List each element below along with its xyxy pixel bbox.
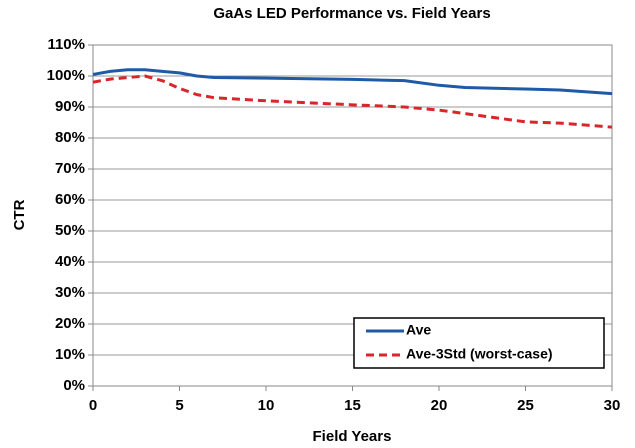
y-tick-label: 10% — [55, 346, 85, 363]
y-tick-label: 30% — [55, 284, 85, 301]
y-tick-label: 0% — [63, 377, 85, 394]
y-tick-label: 90% — [55, 98, 85, 115]
y-tick-label: 40% — [55, 253, 85, 270]
y-tick-label: 60% — [55, 191, 85, 208]
x-tick-label: 0 — [89, 397, 97, 414]
y-tick-label: 20% — [55, 315, 85, 332]
chart-title: GaAs LED Performance vs. Field Years — [213, 5, 490, 22]
y-tick-label: 70% — [55, 160, 85, 177]
legend-label: Ave — [406, 322, 431, 338]
y-tick-label: 110% — [47, 36, 85, 53]
y-axis-title: CTR — [11, 199, 28, 230]
series-line — [92, 74, 613, 129]
legend-label: Ave-3Std (worst-case) — [406, 346, 553, 362]
x-tick-label: 20 — [431, 397, 448, 414]
x-tick-label: 10 — [258, 397, 275, 414]
y-tick-label: 80% — [55, 129, 85, 146]
x-tick-label: 25 — [517, 397, 534, 414]
x-tick-label: 5 — [175, 397, 183, 414]
plot-border — [92, 44, 613, 387]
y-tick-label: 50% — [55, 222, 85, 239]
legend-box — [353, 317, 605, 369]
series-line — [92, 68, 613, 96]
x-tick-label: 30 — [604, 397, 621, 414]
y-tick-label: 100% — [47, 67, 85, 84]
x-axis-title: Field Years — [313, 428, 392, 445]
x-tick-label: 15 — [344, 397, 361, 414]
